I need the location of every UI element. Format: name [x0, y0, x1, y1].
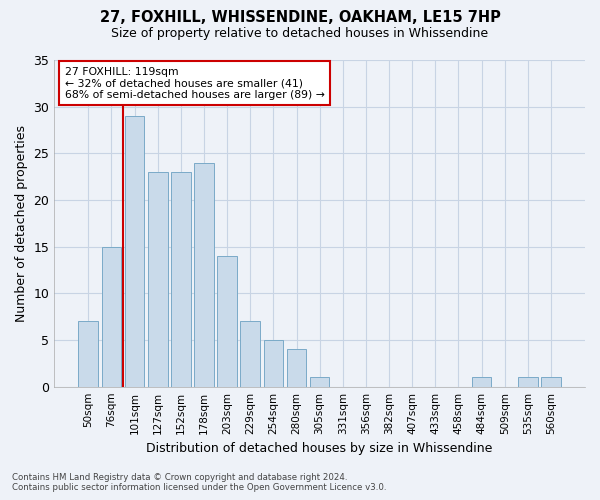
- Bar: [101, 246, 121, 386]
- Text: 27 FOXHILL: 119sqm
← 32% of detached houses are smaller (41)
68% of semi-detache: 27 FOXHILL: 119sqm ← 32% of detached hou…: [65, 66, 325, 100]
- Bar: [472, 378, 491, 386]
- Bar: [217, 256, 237, 386]
- Bar: [79, 322, 98, 386]
- Bar: [148, 172, 167, 386]
- Bar: [171, 172, 191, 386]
- Y-axis label: Number of detached properties: Number of detached properties: [15, 125, 28, 322]
- Text: 27, FOXHILL, WHISSENDINE, OAKHAM, LE15 7HP: 27, FOXHILL, WHISSENDINE, OAKHAM, LE15 7…: [100, 10, 500, 25]
- Text: Contains HM Land Registry data © Crown copyright and database right 2024.
Contai: Contains HM Land Registry data © Crown c…: [12, 473, 386, 492]
- Bar: [241, 322, 260, 386]
- Text: Size of property relative to detached houses in Whissendine: Size of property relative to detached ho…: [112, 28, 488, 40]
- Bar: [541, 378, 561, 386]
- Bar: [194, 162, 214, 386]
- Bar: [125, 116, 145, 386]
- Bar: [287, 350, 307, 387]
- X-axis label: Distribution of detached houses by size in Whissendine: Distribution of detached houses by size …: [146, 442, 493, 455]
- Bar: [518, 378, 538, 386]
- Bar: [263, 340, 283, 386]
- Bar: [310, 378, 329, 386]
